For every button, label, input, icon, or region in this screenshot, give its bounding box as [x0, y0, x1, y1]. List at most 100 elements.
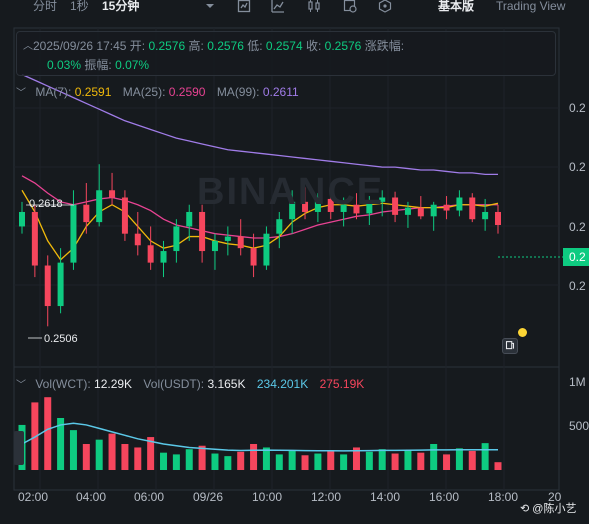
- candle-body: [469, 197, 476, 220]
- price-tick: 0.2: [569, 101, 586, 115]
- volume-bar: [352, 447, 360, 470]
- candle-body: [404, 207, 411, 215]
- change-value: 0.03%: [47, 58, 82, 72]
- interval-time-sharing[interactable]: 分时: [33, 0, 58, 13]
- volume-tick: 1M: [569, 375, 586, 389]
- volume-bar: [443, 454, 451, 470]
- time-tick: 10:00: [252, 490, 283, 504]
- volume-bar: [404, 450, 412, 470]
- low-label: 低:: [247, 39, 263, 53]
- volume-bar: [69, 430, 77, 470]
- chevron-down-icon[interactable]: [203, 0, 217, 13]
- volume-bar: [417, 452, 425, 470]
- low-value: 0.2574: [265, 39, 303, 53]
- ma25-value: 0.2590: [168, 85, 206, 99]
- volume-bar: [147, 437, 155, 470]
- volume-bar: [468, 450, 476, 470]
- candle-body: [417, 207, 424, 217]
- time-tick: 16:00: [429, 490, 460, 504]
- open-label: 开:: [129, 39, 146, 53]
- change-label: 涨跌幅:: [364, 39, 405, 53]
- chart-scroll-handle[interactable]: [14, 431, 24, 465]
- price-axis[interactable]: 0.2 0.2 0.2 0.2 1M 500: [560, 0, 589, 490]
- candle-body: [237, 236, 244, 249]
- hexagon-icon[interactable]: [378, 0, 392, 13]
- time-tick: 04:00: [76, 490, 107, 504]
- amplitude-value: 0.07%: [115, 58, 150, 72]
- alert-icon[interactable]: [502, 338, 518, 354]
- volume-bar: [327, 450, 335, 470]
- vol-usdt-label: Vol(USDT):: [143, 377, 205, 391]
- author-credit: ⟲ @陈小艺: [520, 500, 576, 516]
- volume-bar: [185, 449, 193, 470]
- vol-ma1-value: 234.201K: [256, 377, 309, 391]
- candle-body: [31, 211, 38, 266]
- ma99-line: [21, 73, 498, 175]
- time-tick: 20: [548, 490, 562, 504]
- candle-body: [366, 201, 373, 214]
- close-label: 收:: [305, 39, 322, 53]
- ma99-value: 0.2611: [262, 85, 299, 99]
- time-tick: 09/26: [193, 490, 224, 504]
- candle-body: [173, 226, 180, 252]
- close-value: 0.2576: [324, 39, 362, 53]
- candle-body: [340, 204, 347, 212]
- ma25-label: MA(25):: [122, 85, 166, 99]
- candle-body: [57, 262, 64, 307]
- interval-1s[interactable]: 1秒: [70, 0, 89, 13]
- candle-body: [224, 236, 231, 241]
- candle-body: [19, 211, 25, 227]
- volume-bar: [481, 443, 489, 470]
- time-axis[interactable]: 02:00 04:00 06:00 09/26 10:00 12:00 14:0…: [0, 490, 589, 510]
- ma-legend: ﹀ MA(7): 0.2591 MA(25): 0.2590 MA(99): 0…: [16, 84, 299, 99]
- vol-wct-value: 12.29K: [94, 377, 133, 391]
- ma7-value: 0.2591: [74, 85, 112, 99]
- candle-body: [495, 211, 501, 225]
- volume-legend: ﹀ Vol(WCT): 12.29K Vol(USDT): 3.165K 234…: [16, 376, 364, 391]
- volume-bar: [455, 448, 463, 470]
- interval-15m[interactable]: 15分钟: [102, 0, 140, 13]
- time-tick: 06:00: [134, 490, 165, 504]
- candle-body: [456, 197, 463, 211]
- volume-bar: [108, 433, 116, 470]
- candle-body: [392, 197, 399, 215]
- volume-bar: [430, 444, 438, 470]
- volume-bar: [391, 453, 399, 470]
- candle-body: [314, 198, 321, 212]
- candle-body: [430, 204, 437, 217]
- candle-body: [96, 190, 103, 223]
- high-annotation: 0.2618: [29, 198, 63, 210]
- time-tick: 14:00: [370, 490, 401, 504]
- line-chart-icon[interactable]: [271, 0, 285, 13]
- volume-bar: [275, 454, 283, 470]
- ma99-label: MA(99):: [216, 85, 260, 99]
- indicators-icon[interactable]: [237, 0, 251, 13]
- volume-bar: [160, 452, 168, 470]
- candle-body: [199, 211, 206, 252]
- candle-body: [482, 211, 489, 220]
- chart-frame: [13, 27, 560, 491]
- view-tradingview-tab[interactable]: Trading View: [496, 0, 566, 13]
- view-basic-tab[interactable]: 基本版: [438, 0, 475, 13]
- volume-bar: [365, 451, 373, 470]
- current-price-tag: 0.2: [563, 248, 589, 266]
- chevron-down-icon[interactable]: ﹀: [16, 88, 26, 99]
- vol-usdt-value: 3.165K: [207, 377, 246, 391]
- candles-icon[interactable]: [307, 0, 321, 13]
- candle-body: [379, 197, 386, 202]
- volume-bar: [288, 450, 296, 470]
- volume-bar: [301, 455, 309, 470]
- volume-bar: [134, 447, 142, 470]
- volume-bar: [172, 454, 180, 470]
- candle-body: [211, 240, 218, 252]
- volume-bar: [211, 453, 219, 470]
- chevron-up-icon[interactable]: ︿: [23, 41, 33, 52]
- chevron-down-icon[interactable]: ﹀: [16, 380, 26, 391]
- credit-text: @陈小艺: [532, 503, 577, 515]
- volume-bar: [44, 397, 52, 470]
- notification-dot[interactable]: [518, 328, 527, 337]
- volume-bar: [314, 453, 322, 470]
- settings-icon[interactable]: [343, 0, 357, 13]
- volume-bar: [237, 451, 245, 470]
